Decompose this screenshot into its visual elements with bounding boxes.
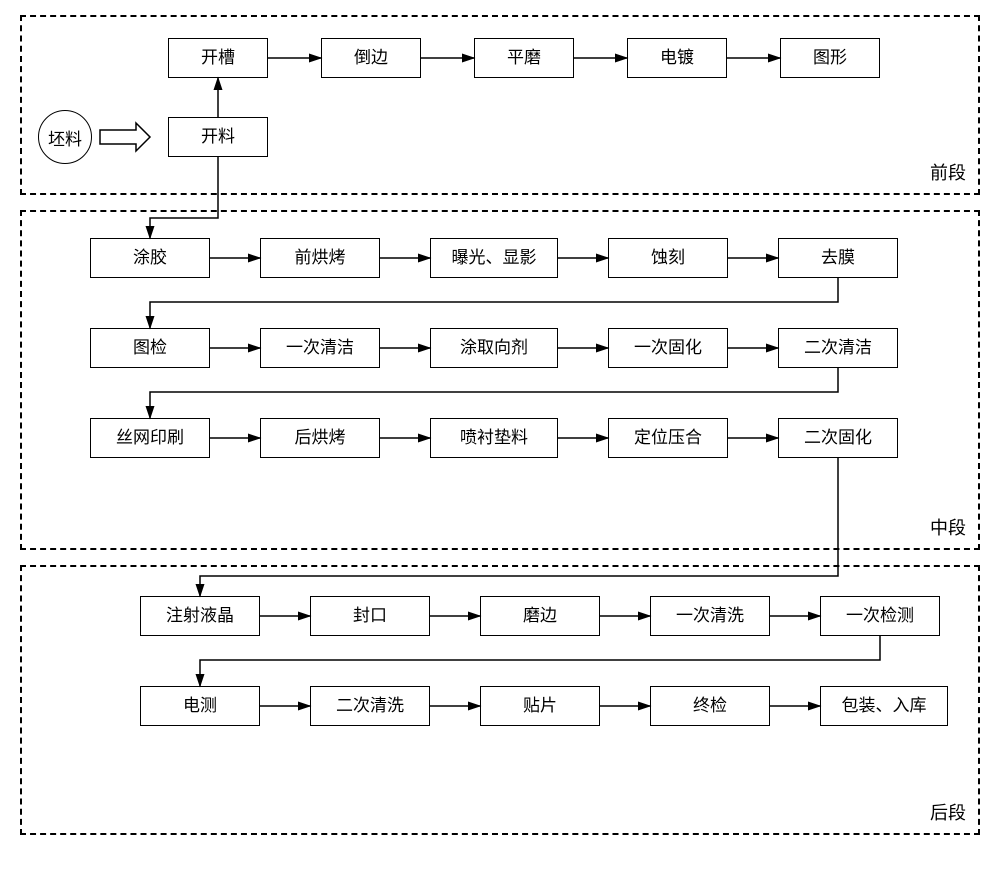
node-label-pingmo: 平磨 [507,48,541,68]
node-label-erciqx: 二次清洗 [336,696,404,716]
node-yicijc: 一次检测 [820,596,940,636]
node-label-diandu: 电镀 [660,48,694,68]
node-label-tqxj: 涂取向剂 [460,338,528,358]
node-label-yiciqj: 一次清洁 [286,338,354,358]
section-label-back: 后段 [930,799,966,825]
node-houhk: 后烘烤 [260,418,380,458]
node-label-blank: 坯料 [48,125,82,150]
node-label-tujiao: 涂胶 [133,248,167,268]
node-diandu: 电镀 [627,38,727,78]
flowchart-canvas: 前段中段后段 坯料 开槽 倒边 平磨 电镀 图形开料涂胶 前烘烤 曝光、显影 蚀刻 去膜图检 一次清洁… [0,0,1000,879]
node-label-yiciqx: 一次清洗 [676,606,744,626]
node-dwyh: 定位压合 [608,418,728,458]
node-label-bgxy: 曝光、显影 [452,248,537,268]
section-label-front: 前段 [930,159,966,185]
node-label-mobian: 磨边 [523,606,557,626]
node-fengkou: 封口 [310,596,430,636]
node-blank: 坯料 [38,110,92,164]
node-label-kaicao: 开槽 [201,48,235,68]
node-label-kailiao: 开料 [201,127,235,147]
node-bgxy: 曝光、显影 [430,238,558,278]
node-erciqj: 二次清洁 [778,328,898,368]
node-label-bzrk: 包装、入库 [842,696,927,716]
node-pingmo: 平磨 [474,38,574,78]
node-zhongjian: 终检 [650,686,770,726]
node-mobian: 磨边 [480,596,600,636]
node-label-tujian: 图检 [133,338,167,358]
node-label-pcdl: 喷衬垫料 [460,428,528,448]
node-label-tiep: 贴片 [523,696,557,716]
node-tiep: 贴片 [480,686,600,726]
node-yicigh: 一次固化 [608,328,728,368]
node-label-swys: 丝网印刷 [116,428,184,448]
node-label-ercigh: 二次固化 [804,428,872,448]
node-label-houhk: 后烘烤 [295,428,346,448]
node-kailiao: 开料 [168,117,268,157]
node-yiciqx: 一次清洗 [650,596,770,636]
node-label-yicijc: 一次检测 [846,606,914,626]
node-label-zsyj: 注射液晶 [166,606,234,626]
node-shike: 蚀刻 [608,238,728,278]
node-label-tuxing: 图形 [813,48,847,68]
node-tqxj: 涂取向剂 [430,328,558,368]
node-ercigh: 二次固化 [778,418,898,458]
section-label-middle: 中段 [930,514,966,540]
node-qianhk: 前烘烤 [260,238,380,278]
node-qumo: 去膜 [778,238,898,278]
node-label-daobian: 倒边 [354,48,388,68]
node-label-fengkou: 封口 [353,606,387,626]
node-label-dianc: 电测 [183,696,217,716]
node-tujian: 图检 [90,328,210,368]
node-swys: 丝网印刷 [90,418,210,458]
node-bzrk: 包装、入库 [820,686,948,726]
node-pcdl: 喷衬垫料 [430,418,558,458]
node-label-qianhk: 前烘烤 [295,248,346,268]
node-dianc: 电测 [140,686,260,726]
node-label-shike: 蚀刻 [651,248,685,268]
node-erciqx: 二次清洗 [310,686,430,726]
node-yiciqj: 一次清洁 [260,328,380,368]
node-label-yicigh: 一次固化 [634,338,702,358]
node-zsyj: 注射液晶 [140,596,260,636]
node-tujiao: 涂胶 [90,238,210,278]
node-daobian: 倒边 [321,38,421,78]
node-tuxing: 图形 [780,38,880,78]
node-label-qumo: 去膜 [821,248,855,268]
node-label-dwyh: 定位压合 [634,428,702,448]
node-kaicao: 开槽 [168,38,268,78]
node-label-erciqj: 二次清洁 [804,338,872,358]
node-label-zhongjian: 终检 [693,696,727,716]
